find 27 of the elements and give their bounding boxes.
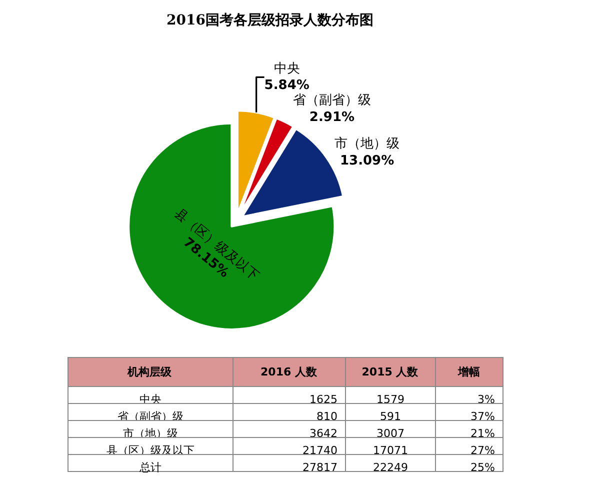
chart-title: 2016国考各层级招录人数分布图 [166,12,374,29]
text: 2015 人数 [362,366,420,379]
data-label: 22249 [373,460,408,474]
data-label: 27817 [302,460,338,474]
data-label: 21740 [302,444,338,457]
text: 2016 人数 [260,366,318,379]
data-label: 1579 [376,392,404,406]
data-label: 810 [316,410,338,423]
slice-label: 省（副省）级 [292,93,371,108]
data-label: 37% [470,410,495,423]
data-label: 25% [470,460,495,474]
data-label: 3642 [310,426,338,440]
data-label: 591 [380,410,401,423]
text: 机构层级 [126,366,172,379]
slice-label: 中央 [274,61,300,76]
data-label: 1625 [310,392,338,406]
data-label: 27% [470,444,495,457]
series-label: 增幅 [456,366,480,379]
data-label: 5.84% [264,78,310,94]
slice-label: 市（地）级 [334,136,400,152]
data-label: 17071 [373,444,408,457]
data-label: 13.09% [340,153,394,168]
category-label: 总计 [138,460,162,474]
data-label: 2.91% [309,110,355,126]
data-label: 21% [470,426,495,440]
data-label: 3007 [376,426,404,440]
data-label: 3% [478,392,495,406]
